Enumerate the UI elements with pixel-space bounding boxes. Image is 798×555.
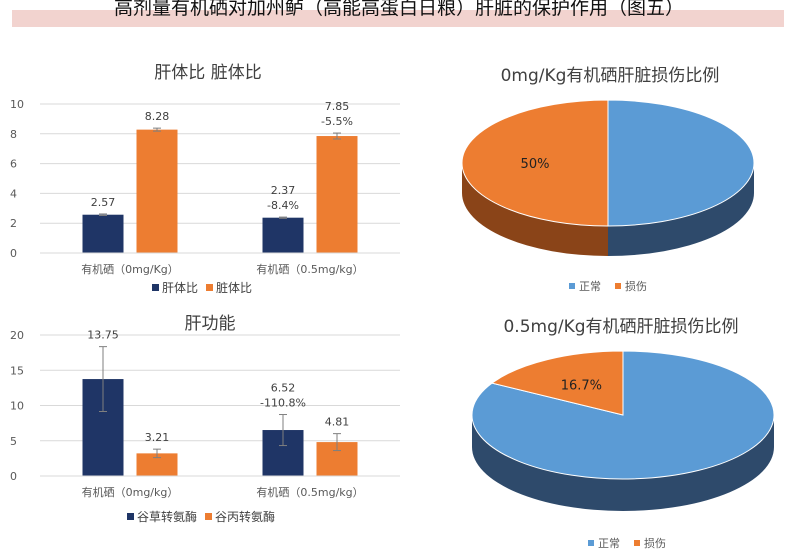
legend-swatch (569, 283, 575, 289)
pie-side-normal (608, 163, 754, 256)
y-tick-label: 10 (10, 98, 24, 111)
pie-chart-injury-0mg: 0mg/Kg有机硒肝脏损伤比例 50% 正常 损伤 (461, 66, 755, 293)
legend-swatch (152, 284, 159, 291)
bar-chart-liver-function: 肝功能 0 5 10 15 20 13.75 3.21 有机硒（0mg/kg） 6.52 -110.… (10, 314, 400, 524)
pie-side-normal (472, 415, 774, 511)
pie-slice-normal (607, 99, 755, 227)
legend-swatch (615, 283, 621, 289)
data-label: 4.81 (325, 416, 350, 429)
data-label: 3.21 (145, 431, 170, 444)
data-label: 6.52 (271, 382, 296, 395)
legend-label: 正常 (598, 537, 620, 550)
legend-swatch (127, 513, 134, 520)
legend-swatch (206, 284, 213, 291)
y-tick-label: 20 (10, 329, 24, 342)
pie-data-label: 16.7% (561, 379, 602, 394)
bar (136, 129, 178, 253)
bar-chart-organ-ratio: 肝体比 脏体比 0 2 4 6 8 10 2.57 8.28 有机硒（0mg/Kg） 2.37 -8.… (10, 63, 400, 295)
chart-title: 0mg/Kg有机硒肝脏损伤比例 (501, 66, 720, 86)
legend-label: 脏体比 (216, 280, 252, 295)
x-tick-label: 有机硒（0mg/Kg） (81, 262, 179, 276)
legend-label: 肝体比 (162, 281, 198, 295)
data-label: 7.85 (325, 100, 350, 113)
pie-side-injury (462, 163, 608, 256)
page-title: 高剂量有机硒对加州鲈（高能高蛋白日粮）肝脏的保护作用（图五） (113, 0, 684, 19)
data-label: 2.37 (271, 184, 296, 197)
bar (262, 217, 304, 253)
legend-label: 谷草转氨酶 (137, 509, 197, 524)
legend-label: 谷丙转氨酶 (215, 509, 275, 524)
bar (136, 453, 178, 476)
y-tick-label: 0 (10, 247, 17, 260)
y-tick-label: 0 (10, 470, 17, 483)
legend-swatch (588, 540, 594, 546)
legend-swatch (205, 513, 212, 520)
data-label: 2.57 (91, 196, 116, 209)
data-label: -110.8% (260, 397, 306, 410)
pie-slice-injury (490, 350, 624, 416)
y-tick-label: 4 (10, 187, 17, 200)
chart-title: 肝体比 脏体比 (154, 63, 261, 83)
y-tick-label: 15 (10, 364, 24, 377)
data-label: 8.28 (145, 110, 170, 123)
chart-title: 0.5mg/Kg有机硒肝脏损伤比例 (503, 317, 738, 337)
x-tick-label: 有机硒（0.5mg/kg） (256, 485, 363, 499)
bar (316, 136, 358, 253)
data-label: 13.75 (87, 329, 119, 342)
y-tick-label: 5 (10, 435, 17, 448)
legend-label: 损伤 (625, 279, 647, 293)
legend-label: 损伤 (644, 536, 666, 550)
pie-slice-injury (461, 99, 609, 227)
pie-chart-injury-0-5mg: 0.5mg/Kg有机硒肝脏损伤比例 16.7% 正常 损伤 (471, 317, 775, 550)
title-banner (12, 10, 784, 27)
y-tick-label: 8 (10, 128, 17, 141)
x-tick-label: 有机硒（0.5mg/kg） (256, 262, 363, 276)
y-tick-label: 10 (10, 400, 24, 413)
pie-data-label: 50% (521, 157, 550, 172)
data-label: -8.4% (267, 199, 299, 212)
legend-swatch (634, 540, 640, 546)
data-label: -5.5% (321, 115, 353, 128)
chart-title: 肝功能 (185, 314, 236, 334)
y-tick-label: 2 (10, 217, 17, 230)
x-tick-label: 有机硒（0mg/kg） (82, 485, 179, 499)
bar (82, 214, 124, 253)
legend-label: 正常 (579, 280, 601, 293)
y-tick-label: 6 (10, 158, 17, 171)
